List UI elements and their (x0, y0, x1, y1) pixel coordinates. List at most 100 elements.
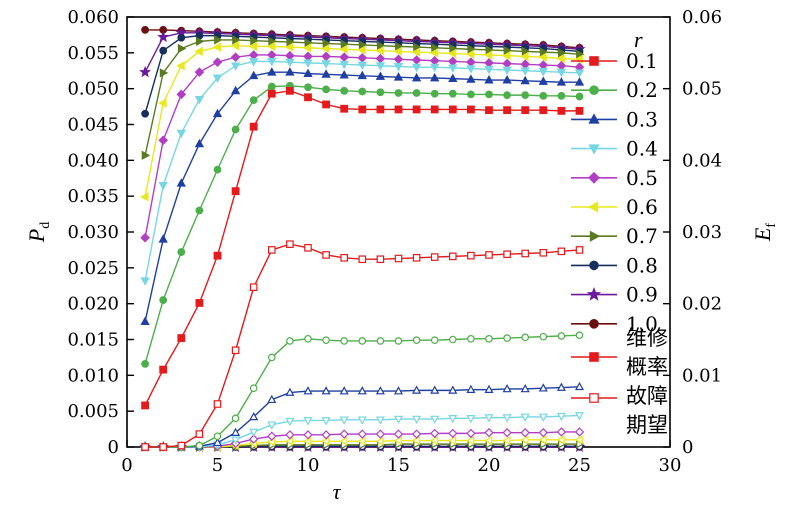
pd-point (375, 46, 384, 56)
pd-point (467, 105, 475, 114)
ef-point (430, 253, 439, 261)
pd-point (303, 59, 313, 68)
pd-point (177, 43, 187, 54)
pd-point (177, 33, 186, 42)
ef-point (339, 416, 349, 425)
legend-label: 0.4 (626, 137, 658, 161)
pd-point (502, 51, 511, 61)
pd-point (249, 70, 259, 80)
pd-point (159, 46, 168, 55)
ef-point (394, 254, 403, 263)
ef-point (429, 436, 439, 446)
legend-label: 0.7 (626, 224, 658, 248)
ef-point (574, 435, 583, 445)
pd-point (231, 187, 240, 196)
legend-label: 0.3 (626, 107, 658, 131)
legend-entry-0.3: 0.3 (571, 107, 658, 131)
pd-point (357, 45, 366, 55)
pd-point (194, 67, 205, 77)
pd-point (393, 63, 404, 72)
legend-type-marker (589, 352, 599, 362)
y-right-tick-label: 0.05 (682, 79, 722, 100)
pd-point (357, 53, 368, 63)
ef-point (267, 394, 277, 404)
ef-point (520, 384, 530, 393)
pd-point (575, 106, 584, 115)
pd-point (158, 98, 167, 108)
pd-point (393, 54, 404, 65)
ef-point (520, 427, 530, 438)
legend-entry-0.5: 0.5 (571, 166, 658, 190)
pd-point (375, 53, 386, 64)
pd-point (322, 85, 331, 94)
y-left-tick-label: 0 (108, 437, 119, 458)
ef-point (321, 417, 331, 426)
pd-point (394, 105, 403, 114)
ef-point (502, 414, 512, 423)
ef-point (195, 430, 204, 438)
pd-point (448, 105, 457, 114)
pd-point (447, 48, 457, 59)
pd-point (485, 106, 493, 115)
pd-point (431, 43, 440, 53)
pd-point (140, 277, 150, 286)
legend-label: 0.6 (626, 195, 658, 219)
ef-point (447, 436, 457, 446)
ef-point (449, 252, 457, 261)
ef-point (574, 412, 585, 421)
pd-point (465, 49, 475, 59)
plot-frame (126, 16, 671, 448)
ef-point (394, 337, 403, 345)
pd-point (556, 77, 567, 86)
pd-point (466, 74, 476, 83)
ef-point (393, 386, 404, 395)
pd-point (340, 104, 349, 113)
pd-point (141, 359, 150, 368)
pd-point (449, 43, 458, 54)
pd-point (576, 49, 585, 59)
pd-point (339, 60, 349, 70)
ef-point (376, 337, 385, 345)
legend-marker (588, 113, 600, 124)
ef-point (411, 429, 422, 439)
legend-entry-0.4: 0.4 (571, 137, 658, 161)
pd-point (520, 75, 530, 85)
pd-point (158, 135, 169, 146)
series-pd-0.3 (140, 67, 585, 325)
pd-point (267, 58, 277, 67)
series-pd-0.5 (140, 50, 585, 243)
ef-point (556, 427, 567, 437)
y-left-tick-label: 0.030 (67, 222, 119, 243)
ef-point (393, 436, 402, 446)
ef-point (285, 387, 295, 396)
legend-type-label: 维修 (626, 326, 668, 350)
ef-point (303, 386, 313, 395)
pd-point (538, 52, 547, 62)
pd-point (157, 30, 170, 43)
pd-point (521, 106, 530, 115)
pd-point (230, 41, 240, 51)
pd-point (448, 73, 458, 83)
ef-point (357, 436, 366, 446)
ef-point (484, 414, 494, 423)
legend-marker (589, 85, 599, 95)
pd-point (267, 89, 276, 98)
ef-point (465, 436, 475, 446)
legend-marker (586, 287, 602, 301)
legend-marker (587, 201, 599, 213)
pd-point (539, 106, 548, 115)
legend-marker (589, 56, 599, 66)
x-tick-label: 20 (478, 455, 501, 476)
ef-point (321, 386, 331, 395)
ef-point (412, 385, 422, 394)
series-pd-0.7 (141, 35, 585, 160)
pd-point (484, 65, 494, 75)
ef-point (231, 414, 240, 423)
ef-point (212, 437, 223, 447)
pd-point (556, 60, 567, 71)
pd-point (302, 43, 312, 53)
pd-point (358, 40, 368, 50)
pd-point (358, 87, 367, 96)
